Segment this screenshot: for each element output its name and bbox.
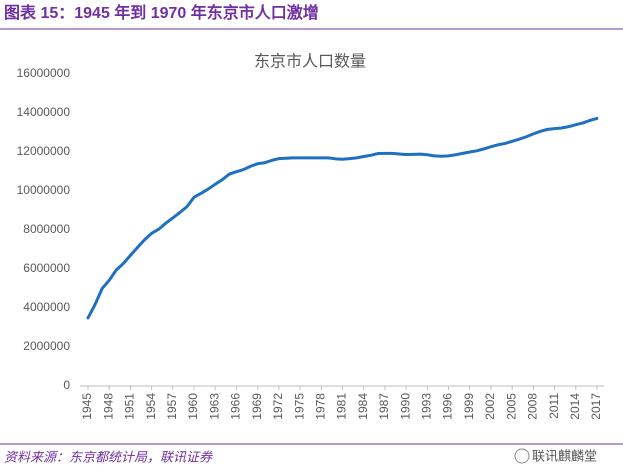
- chart-title: 东京市人口数量: [254, 52, 366, 71]
- x-tick-label: 1963: [207, 393, 221, 420]
- x-tick-label: 2017: [589, 393, 603, 420]
- x-tick-label: 2011: [547, 393, 561, 419]
- y-tick-label: 16000000: [17, 66, 71, 80]
- x-tick-label: 1996: [441, 393, 455, 420]
- y-tick-label: 14000000: [17, 105, 71, 119]
- y-tick-label: 10000000: [17, 183, 71, 197]
- x-tick-label: 1966: [229, 393, 243, 420]
- x-tick-label: 1984: [356, 393, 370, 420]
- source-note: 资料来源：东京都统计局，联讯证券: [4, 449, 213, 464]
- x-tick-label: 1981: [335, 393, 349, 420]
- x-tick-label: 1990: [398, 393, 412, 420]
- line-series: [86, 116, 599, 320]
- y-tick-label: 0: [63, 378, 70, 392]
- y-tick-label: 6000000: [23, 261, 70, 275]
- x-tick-label: 1954: [144, 393, 158, 420]
- x-tick-label: 1972: [271, 393, 285, 420]
- watermark-icon: [514, 448, 530, 464]
- x-tick-label: 2008: [526, 393, 540, 420]
- x-tick-label: 1987: [377, 393, 391, 420]
- x-tick-label: 2014: [568, 393, 582, 420]
- x-tick-label: 1993: [420, 393, 434, 420]
- x-tick-label: 1969: [250, 393, 264, 420]
- y-tick-label: 2000000: [23, 339, 70, 353]
- x-tick-label: 1960: [186, 393, 200, 420]
- figure-title: 图表 15：1945 年到 1970 年东京市人口激增: [4, 3, 319, 22]
- x-tick-label: 1957: [165, 393, 179, 420]
- x-tick-label: 1978: [313, 393, 327, 420]
- x-tick-label: 1945: [80, 393, 94, 420]
- x-tick-label: 2005: [504, 393, 518, 420]
- x-tick-label: 1975: [292, 393, 306, 420]
- y-tick-label: 8000000: [23, 222, 70, 236]
- watermark: 联讯麒麟堂: [532, 448, 597, 463]
- y-tick-label: 4000000: [23, 300, 70, 314]
- x-tick-label: 1948: [101, 393, 115, 420]
- y-tick-label: 12000000: [17, 144, 71, 158]
- x-tick-label: 2002: [483, 393, 497, 420]
- x-tick-label: 1951: [123, 393, 137, 420]
- x-tick-label: 1999: [462, 393, 476, 420]
